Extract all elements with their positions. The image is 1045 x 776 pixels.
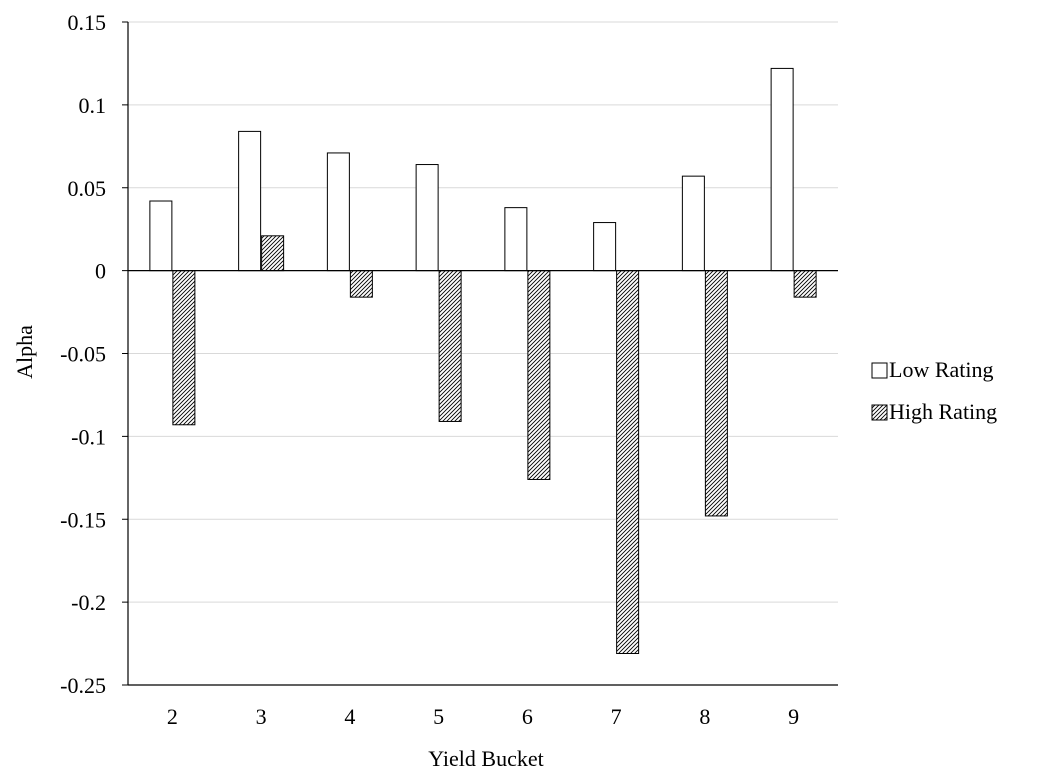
x-tick-label: 4	[344, 704, 355, 729]
x-tick-label: 8	[699, 704, 710, 729]
legend-label: High Rating	[889, 399, 997, 424]
bars	[149, 67, 817, 655]
y-tick-label: 0	[95, 259, 106, 284]
axes	[122, 21, 838, 686]
legend: Low Rating High Rating	[871, 357, 997, 424]
legend-swatch	[871, 362, 888, 379]
y-tick-label: -0.1	[71, 424, 106, 449]
y-tick-label: -0.05	[60, 342, 106, 367]
x-tick-label: 3	[256, 704, 267, 729]
bar-high-rating	[261, 235, 285, 272]
bar-low-rating	[149, 200, 173, 272]
legend-swatch	[871, 404, 888, 421]
x-tick-label: 9	[788, 704, 799, 729]
y-tick-label: -0.15	[60, 507, 106, 532]
bar-low-rating	[593, 222, 617, 272]
bar-high-rating	[438, 270, 462, 422]
y-tick-label: 0.05	[68, 176, 107, 201]
bar-high-rating	[527, 270, 551, 480]
legend-label: Low Rating	[889, 357, 994, 382]
x-tick-label: 6	[522, 704, 533, 729]
y-tick-label: 0.1	[79, 93, 107, 118]
bar-high-rating	[616, 270, 640, 655]
y-tick-label: -0.25	[60, 673, 106, 698]
y-axis-label: Alpha	[12, 325, 37, 379]
bar-low-rating	[326, 152, 350, 272]
bar-high-rating	[172, 270, 196, 426]
x-tick-label: 5	[433, 704, 444, 729]
x-tick-labels: 2 3 4 5 6 7 8 9	[167, 704, 799, 729]
y-tick-labels: 0.15 0.1 0.05 0 -0.05 -0.1 -0.15 -0.2 -0.25	[60, 10, 106, 698]
bar-low-rating	[415, 164, 439, 272]
bar-low-rating	[504, 207, 528, 272]
bar-low-rating	[238, 130, 262, 272]
x-tick-label: 2	[167, 704, 178, 729]
gridlines	[128, 21, 838, 686]
bar-low-rating	[681, 175, 705, 272]
y-tick-label: -0.2	[71, 590, 106, 615]
bar-high-rating	[793, 270, 817, 298]
y-tick-label: 0.15	[68, 10, 107, 35]
bar-high-rating	[704, 270, 728, 517]
x-tick-label: 7	[611, 704, 622, 729]
x-axis-label: Yield Bucket	[428, 746, 543, 771]
bar-low-rating	[770, 67, 794, 272]
bar-high-rating	[349, 270, 373, 298]
